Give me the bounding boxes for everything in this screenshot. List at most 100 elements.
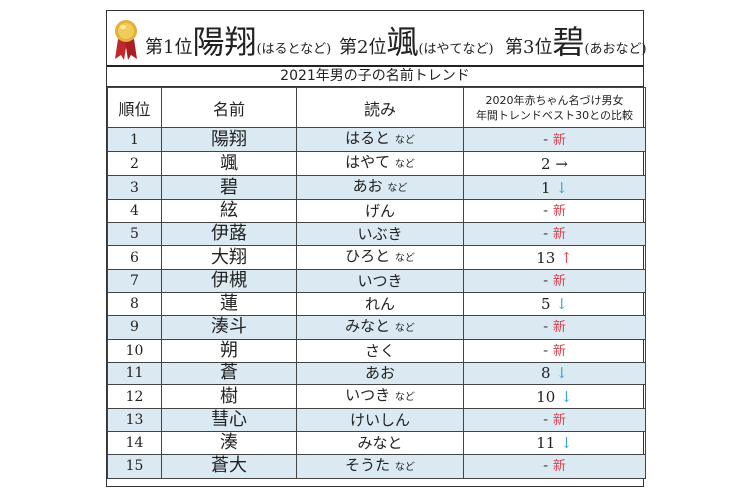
- table-row: 13 彗心 けいしん - 新: [107, 408, 646, 433]
- table-row: 14 湊みなと 11 ↓: [107, 431, 646, 455]
- prev-rank: -: [543, 224, 549, 242]
- arrow-right-icon: →: [555, 154, 568, 173]
- reading-cell: みなと: [296, 431, 464, 455]
- prev-rank: 8: [541, 364, 551, 383]
- new-badge: 新: [552, 227, 566, 242]
- ranking-table: 順位 名前 読み 2020年赤ちゃん名づけ男女 年間トレンドベスト30との比較 …: [107, 87, 646, 479]
- nado-suffix: など: [394, 253, 415, 264]
- table-row: 1 陽翔 はると など - 新: [107, 127, 646, 152]
- nado-suffix: など: [394, 159, 415, 170]
- name-cell: 湊: [161, 431, 297, 455]
- rank-cell: 14: [107, 431, 162, 455]
- compare-cell: 11 ↓: [463, 431, 646, 455]
- prev-rank: 13: [536, 248, 556, 267]
- compare-cell: 1 ↓: [463, 175, 646, 200]
- prev-rank: 10: [536, 387, 556, 406]
- col-reading: 読み: [296, 87, 464, 128]
- rank-cell: 11: [107, 361, 162, 386]
- prev-rank: -: [543, 271, 549, 289]
- col-rank: 順位: [107, 87, 162, 128]
- table-row: 5 伊蕗 いぶき - 新: [107, 222, 646, 246]
- prev-rank: -: [543, 317, 549, 336]
- table-row: 6 大翔 ひろと など 13 ↑: [107, 245, 646, 270]
- name-cell: 朔: [161, 338, 297, 363]
- reading-cell: さく: [296, 338, 464, 363]
- table-row: 15 蒼大 そうた など - 新: [107, 453, 646, 479]
- name-cell: 彗心: [161, 408, 297, 433]
- prev-rank: 1: [541, 178, 551, 197]
- table-row: 7 伊槻 いつき - 新: [107, 269, 646, 293]
- table-row: 11 蒼あお 8 ↓: [107, 361, 646, 386]
- reading-cell: れん: [296, 292, 464, 316]
- reading-cell: いつき など: [296, 384, 464, 410]
- rank-cell: 7: [107, 269, 162, 293]
- compare-cell: 10 ↓: [463, 384, 646, 410]
- prev-rank: 11: [536, 433, 556, 452]
- nado-suffix: など: [394, 392, 415, 404]
- new-badge: 新: [552, 343, 566, 359]
- new-badge: 新: [552, 459, 566, 475]
- table-row: 3 碧あお など 1 ↓: [107, 175, 646, 200]
- prev-rank: -: [543, 456, 549, 475]
- name-cell: 蒼大: [161, 453, 297, 479]
- rank-cell: 9: [107, 314, 162, 340]
- new-badge: 新: [552, 274, 566, 289]
- compare-cell: - 新: [463, 199, 646, 223]
- arrow-down-icon: ↓: [555, 364, 568, 383]
- compare-cell: - 新: [463, 222, 646, 246]
- rank-cell: 10: [107, 338, 162, 363]
- rank-cell: 12: [107, 384, 162, 410]
- table-title: 2021年男の子の名前トレンド: [107, 67, 643, 87]
- reading-cell: げん: [296, 199, 464, 223]
- rank-cell: 3: [107, 175, 162, 200]
- rank-cell: 6: [107, 245, 162, 270]
- rank-cell: 15: [107, 453, 162, 479]
- rank-cell: 2: [107, 151, 162, 176]
- table-row: 12 樹いつき など 10 ↓: [107, 384, 646, 410]
- table-row: 4 絃げん - 新: [107, 199, 646, 223]
- table-row: 2 颯はやて など 2 →: [107, 151, 646, 176]
- prev-rank: 5: [541, 294, 551, 313]
- arrow-down-icon: ↓: [560, 433, 573, 452]
- compare-cell: - 新: [463, 314, 646, 340]
- rank-cell: 13: [107, 408, 162, 433]
- reading-cell: いぶき: [296, 222, 464, 246]
- reading-cell: けいしん: [296, 408, 464, 433]
- new-badge: 新: [552, 320, 566, 336]
- rank-2-label: 第2位颯(はやてなど): [339, 23, 494, 61]
- name-trend-card: 第1位陽翔(はるとなど) 第2位颯(はやてなど) 第3位碧(あおなど) 2021…: [106, 10, 647, 487]
- name-cell: 颯: [161, 151, 297, 176]
- compare-cell: 2 →: [463, 151, 646, 176]
- prev-rank: 2: [541, 154, 551, 173]
- rank-cell: 1: [107, 127, 162, 152]
- new-badge: 新: [552, 204, 566, 219]
- arrow-down-icon: ↓: [555, 294, 568, 313]
- reading-cell: いつき: [296, 269, 464, 293]
- rank-cell: 4: [107, 199, 162, 223]
- name-cell: 湊斗: [161, 314, 297, 340]
- compare-cell: 5 ↓: [463, 292, 646, 316]
- prev-rank: -: [543, 410, 549, 429]
- name-cell: 絃: [161, 199, 297, 223]
- rank-1-label: 第1位陽翔(はるとなど): [145, 23, 332, 61]
- nado-suffix: など: [387, 183, 408, 194]
- col-name: 名前: [161, 87, 297, 128]
- name-cell: 蒼: [161, 361, 297, 386]
- name-cell: 伊蕗: [161, 222, 297, 246]
- name-cell: 大翔: [161, 245, 297, 270]
- prev-rank: -: [543, 340, 549, 359]
- table-row: 8 蓮れん 5 ↓: [107, 292, 646, 316]
- reading-cell: そうた など: [296, 453, 464, 479]
- name-cell: 碧: [161, 175, 297, 200]
- prev-rank: -: [543, 129, 549, 148]
- nado-suffix: など: [394, 322, 415, 334]
- rank-cell: 5: [107, 222, 162, 246]
- header-row: 順位 名前 読み 2020年赤ちゃん名づけ男女 年間トレンドベスト30との比較: [107, 87, 646, 128]
- arrow-down-icon: ↓: [555, 178, 568, 197]
- prev-rank: -: [543, 201, 549, 219]
- top3-banner: 第1位陽翔(はるとなど) 第2位颯(はやてなど) 第3位碧(あおなど): [107, 11, 647, 67]
- compare-cell: 13 ↑: [463, 245, 646, 270]
- new-badge: 新: [552, 413, 566, 429]
- col-compare: 2020年赤ちゃん名づけ男女 年間トレンドベスト30との比較: [463, 87, 646, 128]
- reading-cell: はやて など: [296, 151, 464, 176]
